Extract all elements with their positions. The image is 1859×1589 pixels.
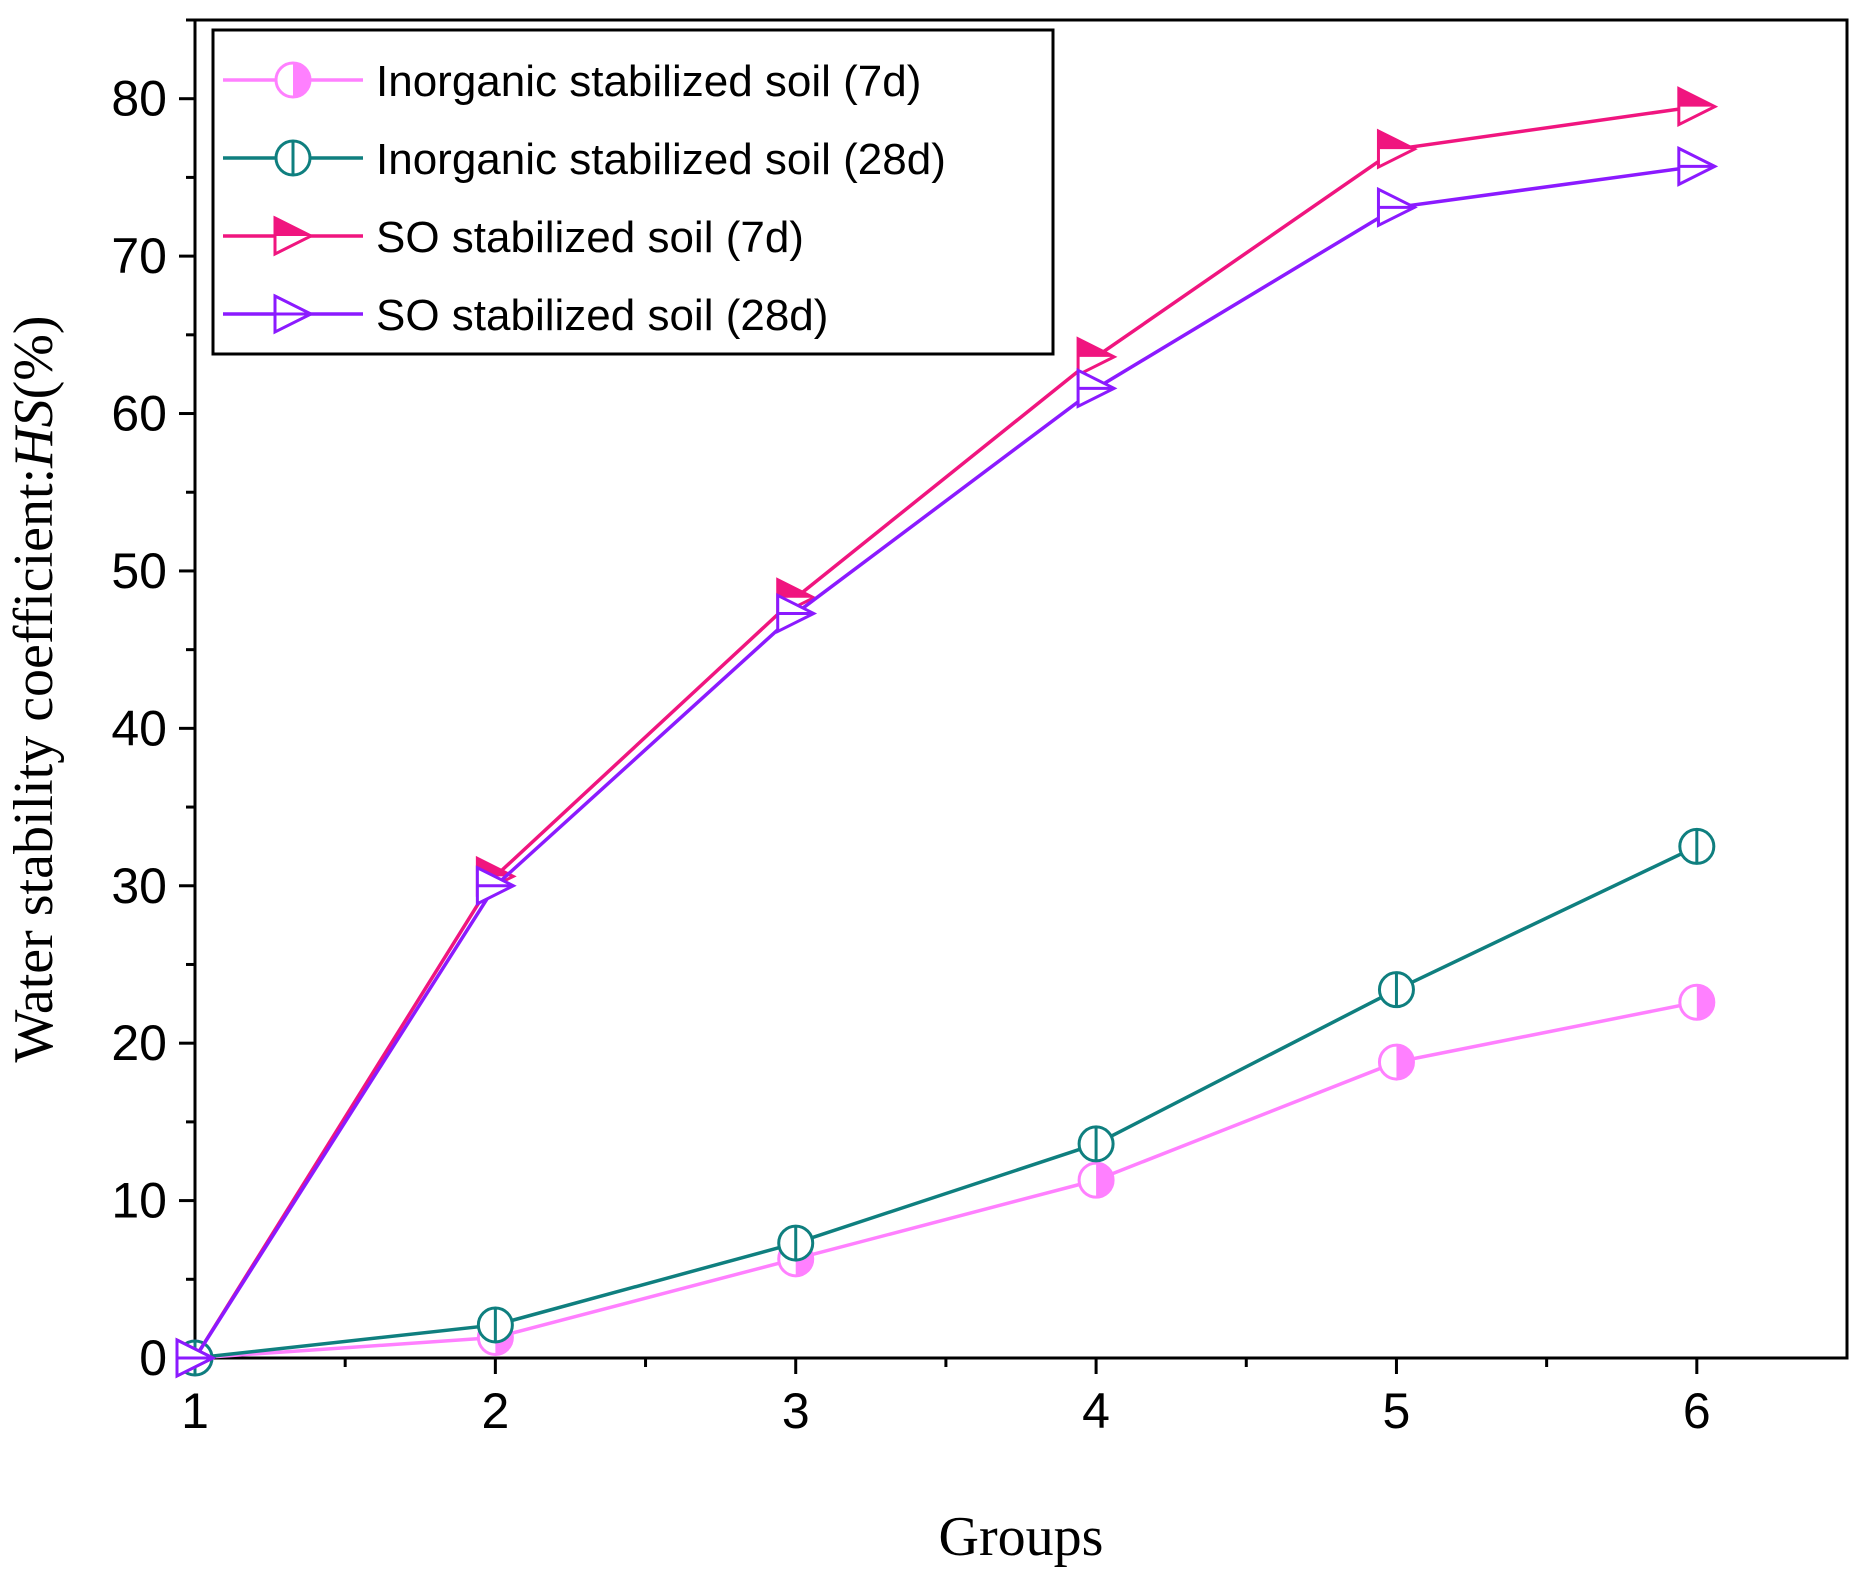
x-tick-label: 4 — [1082, 1383, 1110, 1439]
data-point-fill — [1096, 1163, 1114, 1198]
legend-marker-fill — [293, 63, 310, 97]
series-1 — [176, 983, 1716, 1377]
data-point-fill — [1396, 1045, 1414, 1080]
data-point-fill — [1678, 88, 1715, 107]
y-tick-label: 10 — [111, 1173, 167, 1229]
data-point-fill — [1696, 985, 1714, 1020]
legend-label: Inorganic stabilized soil (28d) — [376, 135, 946, 184]
x-tick-label: 3 — [782, 1383, 810, 1439]
y-tick-label: 30 — [111, 858, 167, 914]
series-4 — [175, 145, 1719, 1379]
legend-item: Inorganic stabilized soil (28d) — [223, 135, 946, 184]
y-tick-label: 0 — [139, 1330, 167, 1386]
plot-frame — [193, 18, 1849, 1360]
data-point-fill — [777, 579, 814, 598]
legend-label: SO stabilized soil (7d) — [376, 213, 804, 262]
x-tick-label: 2 — [481, 1383, 509, 1439]
y-tick-label: 80 — [111, 71, 167, 127]
y-axis-title: Water stability coefficient:HS(%) — [3, 315, 65, 1062]
legend-item: Inorganic stabilized soil (7d) — [223, 57, 921, 106]
y-tick-label: 50 — [111, 543, 167, 599]
legend-item: SO stabilized soil (7d) — [223, 213, 804, 262]
y-tick-label: 40 — [111, 700, 167, 756]
series-line — [194, 844, 1698, 1360]
x-axis-title: Groups — [939, 1506, 1104, 1568]
x-tick-label: 6 — [1683, 1383, 1711, 1439]
y-tick-label: 60 — [111, 386, 167, 442]
legend-marker-fill — [275, 218, 311, 236]
data-point-fill — [1078, 338, 1115, 357]
series-line — [193, 164, 1698, 1359]
series-line — [193, 104, 1698, 1359]
legend-box — [211, 28, 1055, 356]
legend-label: SO stabilized soil (28d) — [376, 291, 828, 340]
y-axis-title-italic: HS — [3, 399, 65, 468]
series-layer — [175, 86, 1719, 1379]
series-line — [194, 1000, 1698, 1360]
x-tick-label: 1 — [181, 1383, 209, 1439]
legend-item: SO stabilized soil (28d) — [223, 291, 828, 340]
y-axis-title-suffix: (%) — [3, 315, 65, 399]
legend-label: Inorganic stabilized soil (7d) — [376, 57, 921, 106]
x-tick-label: 5 — [1383, 1383, 1411, 1439]
series-2 — [176, 827, 1716, 1377]
y-tick-label: 20 — [111, 1015, 167, 1071]
data-point-fill — [1378, 131, 1415, 150]
y-axis-title-prefix: Water stability coefficient: — [3, 468, 65, 1063]
legend: Inorganic stabilized soil (7d) Inorganic … — [211, 28, 1055, 356]
y-tick-label: 70 — [111, 228, 167, 284]
